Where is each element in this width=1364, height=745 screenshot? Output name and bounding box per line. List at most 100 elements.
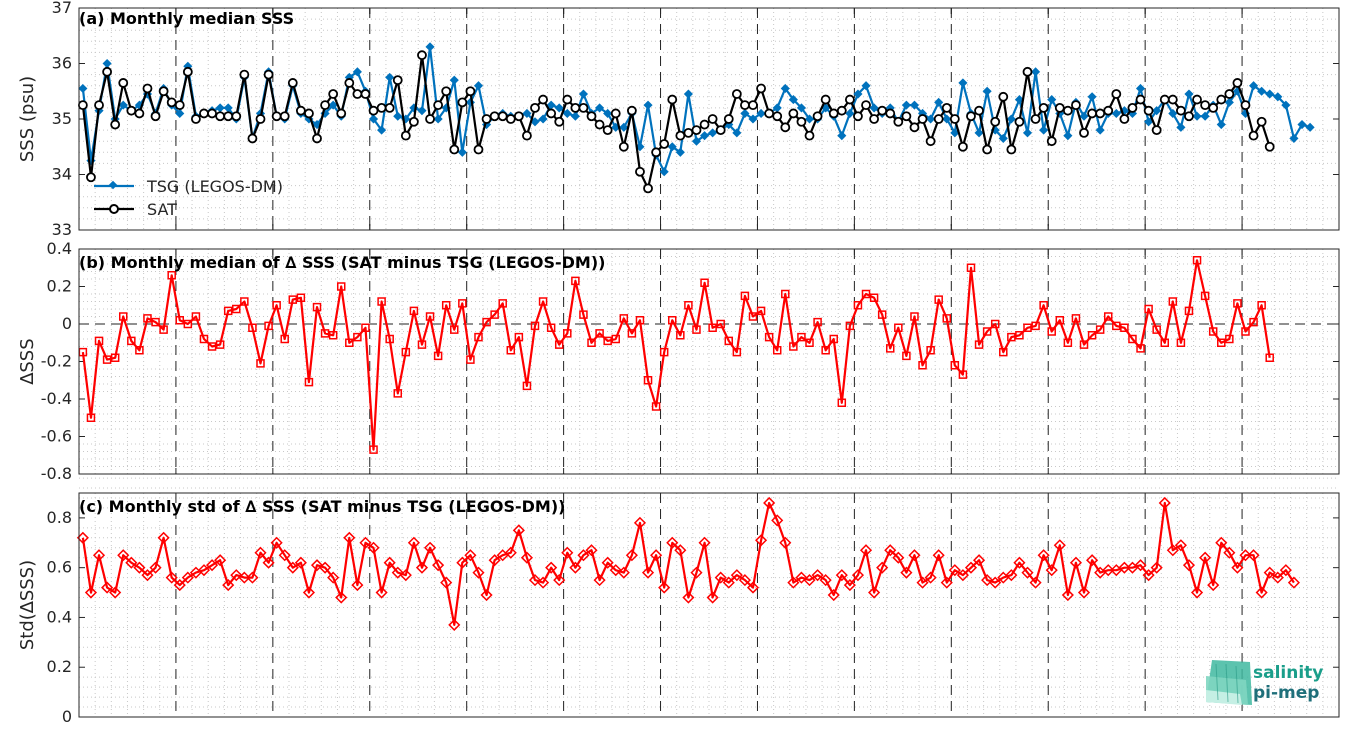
data-point [820, 94, 831, 105]
data-point [972, 554, 986, 567]
data-point [1152, 325, 1161, 334]
data-point [400, 130, 411, 141]
data-point [683, 89, 693, 99]
data-point [1077, 586, 1091, 599]
data-point [1031, 321, 1040, 331]
data-point [109, 586, 122, 599]
data-point [1255, 586, 1268, 599]
data-point [627, 329, 637, 338]
data-point [368, 105, 379, 116]
data-point [1273, 92, 1283, 102]
data-point [635, 166, 645, 177]
data-point [1159, 94, 1170, 105]
data-point [1215, 536, 1228, 549]
data-point [998, 91, 1009, 102]
data-point [391, 566, 404, 579]
data-point [917, 114, 928, 124]
data-point [876, 561, 889, 574]
data-point [698, 536, 711, 549]
data-point [861, 100, 871, 111]
data-point [659, 347, 669, 357]
data-point [175, 108, 185, 119]
y-tick-label: 0 [62, 707, 72, 726]
data-point [1023, 323, 1032, 332]
data-point [456, 556, 469, 569]
data-point [916, 576, 929, 589]
data-point [530, 103, 540, 113]
data-point [320, 100, 330, 111]
data-point [1224, 89, 1235, 99]
data-point [417, 106, 427, 116]
data-point [966, 263, 976, 272]
data-point [1257, 86, 1267, 96]
data-point [312, 302, 322, 312]
data-point [191, 114, 201, 124]
data-point [691, 125, 702, 136]
data-point [740, 108, 750, 119]
data-point [706, 591, 719, 604]
data-point [1142, 569, 1155, 582]
data-point [230, 569, 243, 582]
data-point [674, 544, 687, 557]
data-point [708, 323, 717, 332]
data-point [110, 119, 121, 130]
data-point [118, 312, 128, 321]
data-point [497, 111, 508, 122]
y-tick-label: -0.4 [41, 389, 72, 408]
data-point [940, 576, 953, 589]
data-point [1111, 89, 1122, 99]
data-point [974, 340, 984, 349]
data-point [498, 299, 507, 308]
data-point [143, 314, 152, 323]
data-point [457, 97, 468, 108]
y-tick-label: 35 [52, 109, 72, 128]
data-point [376, 103, 387, 113]
data-point [764, 332, 774, 342]
data-point [1079, 340, 1089, 349]
data-point [118, 78, 129, 88]
data-point [569, 561, 582, 574]
data-point [746, 581, 760, 594]
data-point [708, 128, 718, 138]
data-point [336, 282, 346, 291]
data-point [948, 564, 961, 577]
data-point [730, 569, 743, 582]
data-point [166, 97, 177, 108]
data-point [1037, 549, 1050, 562]
data-point [1256, 116, 1267, 127]
data-point [1135, 94, 1146, 105]
logo-text-salinity: salinity [1253, 663, 1323, 683]
data-point [158, 86, 169, 97]
data-point [932, 549, 945, 562]
data-point [859, 544, 873, 557]
data-point [603, 108, 613, 119]
data-point [1271, 571, 1284, 584]
data-point [1021, 566, 1034, 579]
data-point [1248, 130, 1259, 141]
data-point [617, 566, 630, 579]
data-point [811, 569, 824, 582]
y-tick-label: -0.6 [41, 427, 72, 446]
data-point [239, 69, 250, 80]
data-point [756, 83, 766, 94]
data-point [893, 116, 904, 127]
data-point [425, 312, 435, 321]
data-point [579, 310, 588, 319]
data-point [562, 94, 573, 105]
data-point [327, 571, 340, 584]
data-point [950, 128, 960, 138]
y-tick-label: -0.2 [41, 352, 72, 371]
data-point [1045, 564, 1058, 577]
data-point [231, 111, 242, 122]
data-point [1281, 100, 1291, 110]
data-point [892, 551, 905, 564]
data-point [392, 75, 403, 86]
data-point [724, 336, 734, 346]
data-point [819, 574, 832, 587]
data-point [528, 574, 542, 587]
data-point [94, 336, 104, 346]
data-point [199, 108, 209, 119]
data-point [1022, 128, 1033, 138]
data-point [399, 569, 412, 582]
data-point [1184, 111, 1194, 122]
